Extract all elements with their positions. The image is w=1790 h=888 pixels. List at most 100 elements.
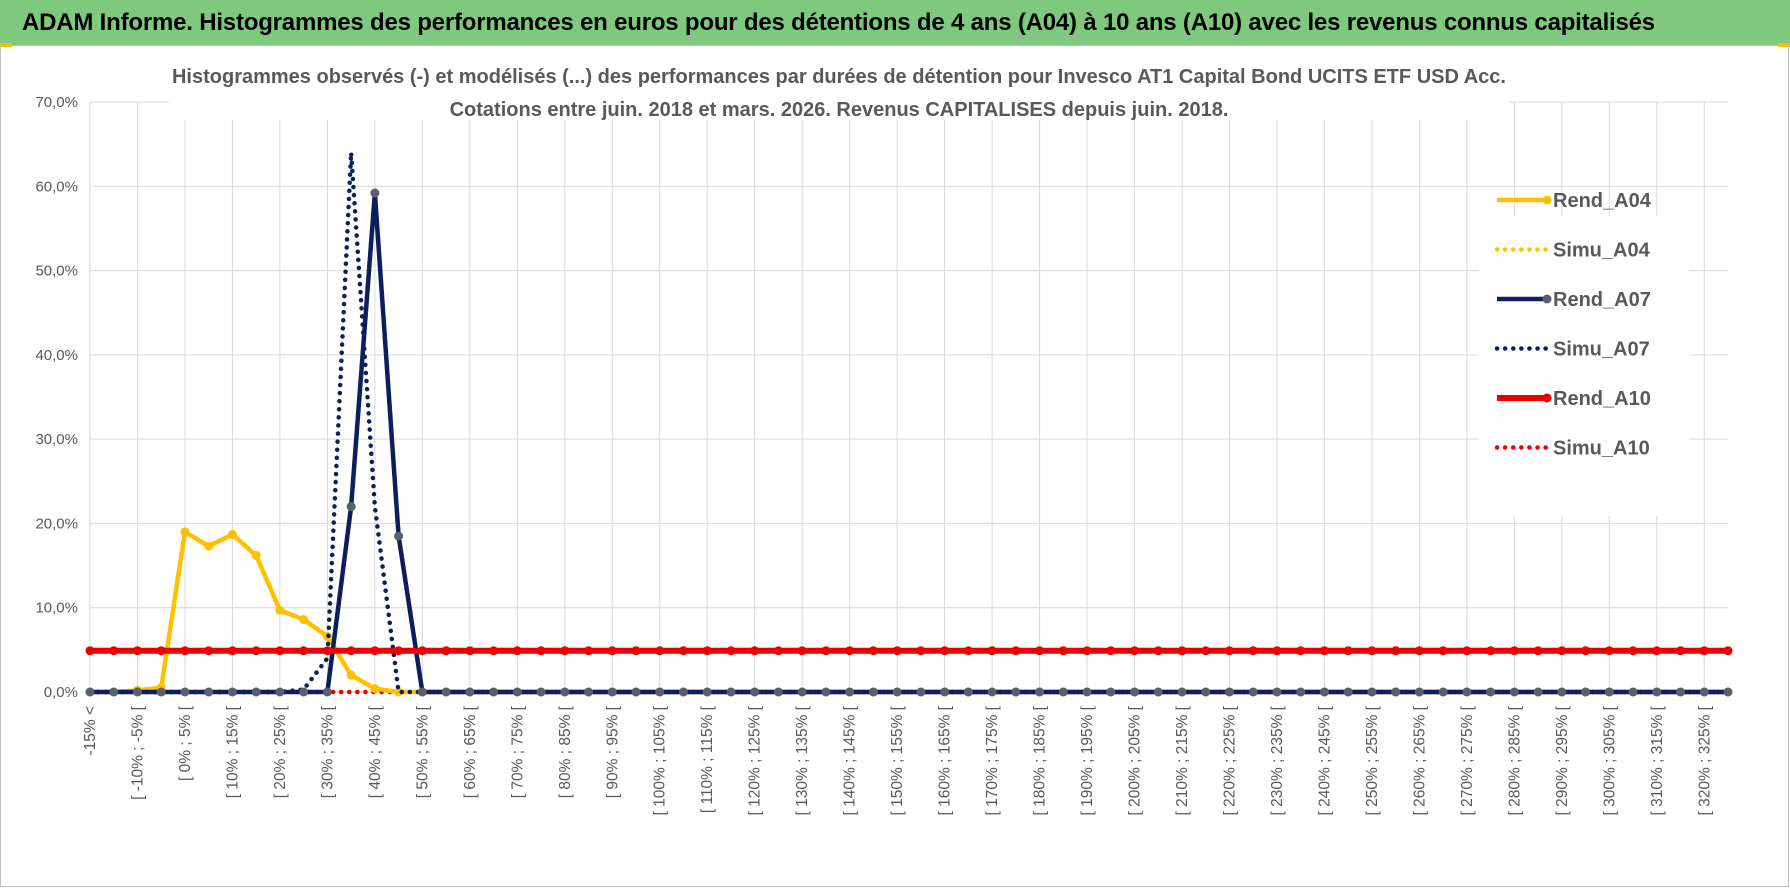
- data-point-rend-a07: [1082, 687, 1092, 697]
- data-point-rend-a07: [1296, 687, 1306, 697]
- data-point-rend-a10: [394, 646, 404, 656]
- data-point-rend-a10: [1035, 646, 1045, 656]
- data-point-rend-a10: [1462, 646, 1472, 656]
- data-point-rend-a10: [1604, 646, 1614, 656]
- data-point-rend-a07: [584, 687, 594, 697]
- data-point-rend-a07: [1058, 687, 1068, 697]
- data-point-rend-a07: [1699, 687, 1709, 697]
- data-point-rend-a10: [845, 646, 855, 656]
- x-tick-label: [ 300% ; 305% [: [1601, 705, 1618, 815]
- x-tick-label: [ 180% ; 185% [: [1032, 705, 1049, 815]
- y-tick-label: 50,0%: [35, 263, 78, 280]
- data-point-rend-a10: [1248, 646, 1258, 656]
- data-point-rend-a07: [1652, 687, 1662, 697]
- x-tick-label: [ 170% ; 175% [: [984, 705, 1001, 815]
- data-point-rend-a10: [489, 646, 499, 656]
- series-rend-a07: [85, 188, 1733, 697]
- data-point-rend-a10: [1011, 646, 1021, 656]
- data-point-rend-a07: [845, 687, 855, 697]
- data-point-rend-a07: [227, 687, 237, 697]
- data-point-rend-a10: [370, 646, 380, 656]
- data-point-rend-a07: [156, 687, 166, 697]
- data-point-rend-a07: [560, 687, 570, 697]
- data-point-rend-a10: [1130, 646, 1140, 656]
- data-point-rend-a10: [1533, 646, 1543, 656]
- data-point-rend-a10: [1391, 646, 1401, 656]
- data-point-rend-a10: [536, 646, 546, 656]
- data-point-rend-a07: [631, 687, 641, 697]
- data-point-rend-a10: [109, 646, 119, 656]
- data-point-rend-a07: [1153, 687, 1163, 697]
- y-tick-label: 70,0%: [35, 94, 78, 111]
- data-point-rend-a10: [85, 646, 95, 656]
- data-point-rend-a07: [417, 687, 427, 697]
- data-point-rend-a10: [797, 646, 807, 656]
- data-point-rend-a10: [892, 646, 902, 656]
- data-point-rend-a10: [963, 646, 973, 656]
- data-point-rend-a07: [1367, 687, 1377, 697]
- data-point-rend-a10: [1319, 646, 1329, 656]
- report-title: ADAM Informe. Histogrammes des performan…: [0, 0, 1790, 45]
- x-tick-label: [ 200% ; 205% [: [1127, 705, 1144, 815]
- data-point-rend-a10: [607, 646, 617, 656]
- data-point-rend-a07: [1533, 687, 1543, 697]
- data-point-rend-a07: [204, 687, 214, 697]
- data-point-rend-a10: [1058, 646, 1068, 656]
- x-tick-label: [ 230% ; 235% [: [1269, 705, 1286, 815]
- data-point-rend-a07: [940, 687, 950, 697]
- data-point-rend-a07: [536, 687, 546, 697]
- data-point-rend-a10: [987, 646, 997, 656]
- data-point-rend-a10: [1343, 646, 1353, 656]
- data-point-rend-a10: [1082, 646, 1092, 656]
- data-point-rend-a07: [1106, 687, 1116, 697]
- data-point-rend-a10: [465, 646, 475, 656]
- data-point-rend-a07: [607, 687, 617, 697]
- x-tick-label: [ 250% ; 255% [: [1364, 705, 1381, 815]
- data-point-rend-a07: [1319, 687, 1329, 697]
- data-point-rend-a04: [370, 684, 380, 694]
- data-point-rend-a10: [1106, 646, 1116, 656]
- x-tick-label: [ 60% ; 65% [: [462, 705, 479, 798]
- x-tick-label: [ 130% ; 135% [: [794, 705, 811, 815]
- data-point-rend-a10: [299, 646, 309, 656]
- data-point-rend-a07: [1462, 687, 1472, 697]
- x-tick-label: [ 140% ; 145% [: [842, 705, 859, 815]
- data-point-rend-a07: [1248, 687, 1258, 697]
- data-point-rend-a07: [1438, 687, 1448, 697]
- axes: 0,0% 10,0% 20,0% 30,0% 40,0% 50,0% 60,0% 70,0% -…: [35, 94, 1728, 815]
- data-point-rend-a07: [726, 687, 736, 697]
- data-point-rend-a10: [346, 646, 356, 656]
- x-tick-label: [ 110% ; 115% [: [699, 705, 716, 813]
- x-tick-label: [ 80% ; 85% [: [557, 705, 574, 798]
- data-point-rend-a07: [251, 687, 261, 697]
- x-tick-label: [ 20% ; 25% [: [272, 705, 289, 798]
- data-point-rend-a07: [1557, 687, 1567, 697]
- series-line-rend-a07: [90, 190, 1728, 695]
- data-point-rend-a07: [1391, 687, 1401, 697]
- data-point-rend-a07: [916, 687, 926, 697]
- x-tick-label: [ 220% ; 225% [: [1221, 705, 1238, 815]
- legend-label: Rend_A07: [1553, 289, 1651, 311]
- data-point-rend-a07: [655, 687, 665, 697]
- legend-item-rend-a04: Rend_A04: [1497, 190, 1652, 212]
- x-tick-label: [ 70% ; 75% [: [509, 705, 526, 798]
- data-point-rend-a07: [678, 687, 688, 697]
- data-point-rend-a07: [1509, 687, 1519, 697]
- data-point-rend-a10: [132, 646, 142, 656]
- legend: Rend_A04 Simu_A04 Rend_A07 Simu_A07 Rend_A10…: [1479, 190, 1689, 516]
- data-point-rend-a10: [1438, 646, 1448, 656]
- data-point-rend-a10: [702, 646, 712, 656]
- data-point-rend-a07: [85, 687, 95, 697]
- data-point-rend-a07: [702, 687, 712, 697]
- data-point-rend-a10: [1676, 646, 1686, 656]
- data-point-rend-a10: [1509, 646, 1519, 656]
- legend-item-simu-a07: Simu_A07: [1494, 339, 1650, 361]
- data-point-rend-a07: [489, 687, 499, 697]
- x-tick-label: -15% <: [82, 706, 99, 756]
- data-point-rend-a10: [1723, 646, 1733, 656]
- data-point-rend-a10: [1699, 646, 1709, 656]
- data-point-rend-a07: [1486, 687, 1496, 697]
- x-tick-label: [ -10% ; -5% [: [129, 705, 146, 800]
- series-lines: [85, 150, 1733, 697]
- x-tick-label: [ 270% ; 275% [: [1459, 705, 1476, 815]
